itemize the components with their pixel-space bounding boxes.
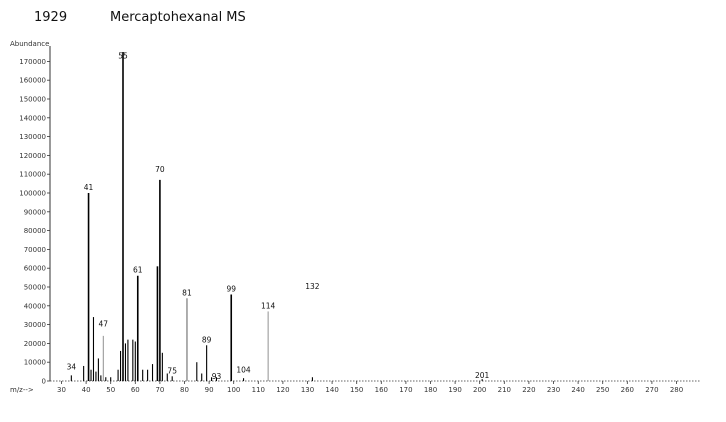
x-tick-label: 70 — [155, 386, 164, 394]
y-tick-label: 30000 — [24, 321, 46, 329]
x-tick-label: 80 — [180, 386, 189, 394]
y-tick-label: 160000 — [19, 77, 46, 85]
y-tick-label: 10000 — [24, 359, 46, 367]
peak-label-114: 114 — [261, 301, 276, 310]
x-tick-label: 90 — [205, 386, 214, 394]
y-tick-label: 170000 — [19, 58, 46, 66]
y-tick-label: 20000 — [24, 340, 46, 348]
x-tick-label: 240 — [571, 386, 584, 394]
peak-label-61: 61 — [133, 266, 143, 275]
y-tick-label: 40000 — [24, 302, 46, 310]
peak-label-89: 89 — [202, 335, 212, 344]
x-tick-label: 110 — [252, 386, 265, 394]
peak-label-55: 55 — [118, 52, 128, 61]
x-tick-label: 180 — [424, 386, 437, 394]
y-tick-label: 140000 — [19, 114, 46, 122]
x-tick-label: 220 — [522, 386, 535, 394]
peak-label-99: 99 — [226, 285, 236, 294]
x-tick-label: 250 — [596, 386, 609, 394]
spectrum-id: 1929 — [34, 10, 68, 25]
x-tick-label: 260 — [621, 386, 634, 394]
x-tick-label: 50 — [106, 386, 115, 394]
y-tick-label: 50000 — [24, 284, 46, 292]
peak-label-104: 104 — [236, 366, 251, 375]
peak-label-34: 34 — [67, 363, 77, 372]
x-tick-label: 150 — [350, 386, 363, 394]
y-tick-label: 110000 — [19, 171, 46, 179]
x-tick-label: 160 — [375, 386, 388, 394]
peak-bars — [70, 52, 483, 381]
y-tick-label: 150000 — [19, 96, 46, 104]
x-tick-label: 140 — [325, 386, 338, 394]
peak-label-47: 47 — [99, 319, 109, 328]
y-tick-label: 70000 — [24, 246, 46, 254]
x-tick-label: 200 — [473, 386, 486, 394]
y-tick-label: 80000 — [24, 227, 46, 235]
peak-label-81: 81 — [182, 288, 192, 297]
x-tick-label: 130 — [301, 386, 314, 394]
y-tick-label: 60000 — [24, 265, 46, 273]
peak-label-201: 201 — [475, 371, 490, 380]
x-tick-label: 190 — [448, 386, 461, 394]
y-tick-label: 0 — [42, 378, 46, 386]
x-tick-label: 120 — [276, 386, 289, 394]
y-tick-label: 100000 — [19, 190, 46, 198]
peak-label-93: 93 — [212, 372, 222, 381]
x-axis-title: m/z--> — [10, 386, 34, 394]
x-tick-label: 210 — [498, 386, 511, 394]
x-tick-label: 170 — [399, 386, 412, 394]
x-tick-label: 30 — [57, 386, 66, 394]
peak-label-41: 41 — [84, 183, 94, 192]
peak-labels: 34 41 47 55 61 70 75 81 89 93 99 104 114 132 201 — [67, 52, 490, 381]
x-tick-label: 100 — [227, 386, 240, 394]
x-tick-label: 40 — [82, 386, 91, 394]
x-tick-label: 60 — [131, 386, 140, 394]
peak-label-70: 70 — [155, 165, 165, 174]
x-tick-label: 270 — [645, 386, 658, 394]
peak-label-132: 132 — [305, 282, 320, 291]
spectrum-title: Mercaptohexanal MS — [110, 10, 246, 25]
chart-axes: 0 10000 20000 30000 40000 50000 60000 70000 8000… — [19, 46, 700, 394]
peak-label-75: 75 — [167, 366, 177, 375]
y-tick-label: 120000 — [19, 152, 46, 160]
y-tick-label: 90000 — [24, 208, 46, 216]
y-tick-label: 130000 — [19, 133, 46, 141]
x-tick-label: 230 — [547, 386, 560, 394]
y-axis-title: Abundance — [10, 40, 49, 48]
x-tick-label: 280 — [670, 386, 683, 394]
